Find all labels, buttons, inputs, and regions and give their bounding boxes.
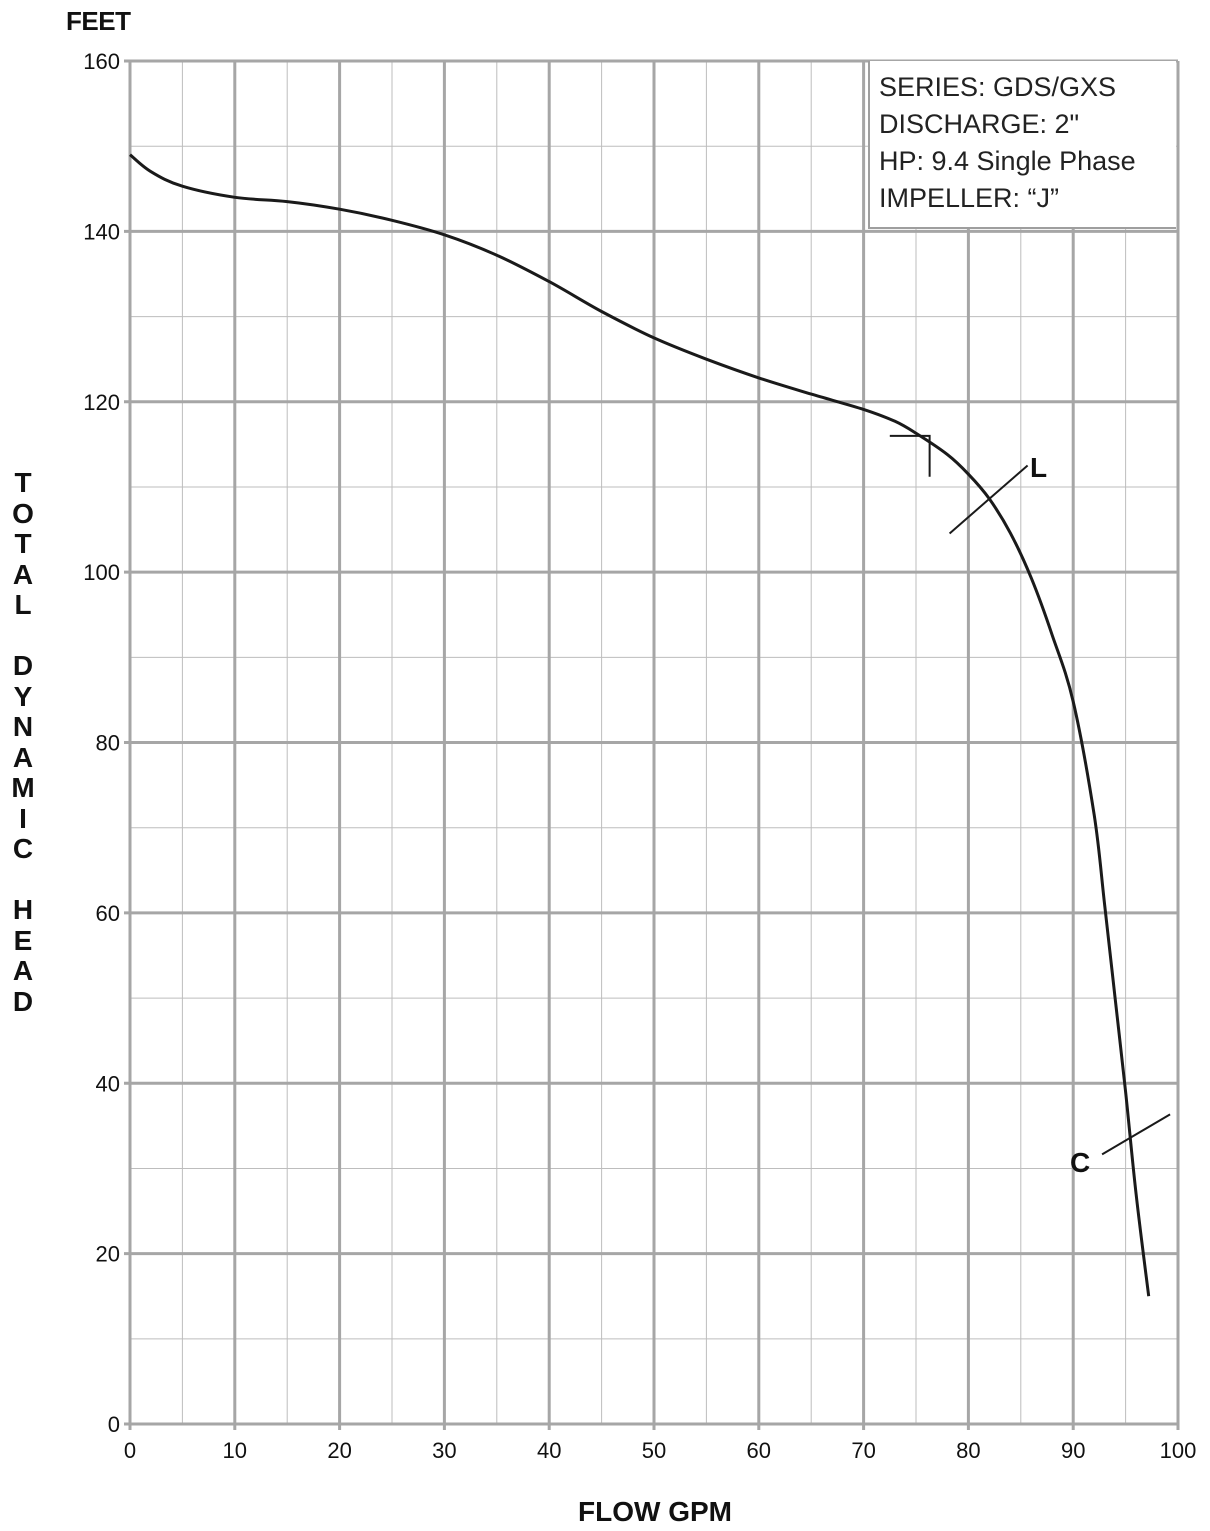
range-start-bracket: [889, 434, 931, 477]
major-grid: [124, 59, 1180, 1430]
curve-label-c: C: [1070, 1147, 1091, 1178]
x-tick-label: 50: [642, 1438, 666, 1463]
curve-markers: [889, 434, 1171, 1156]
marker-line-c: [1101, 1113, 1171, 1156]
x-tick-label: 60: [747, 1438, 771, 1463]
x-tick-label: 0: [124, 1438, 136, 1463]
y-tick-label: 40: [96, 1071, 120, 1096]
performance-curve: [129, 153, 1151, 1297]
info-hp: HP: 9.4 Single Phase: [879, 146, 1136, 176]
y-tick-label: 100: [83, 560, 120, 585]
y-tick-label: 140: [83, 219, 120, 244]
y-tick-label: 20: [96, 1242, 120, 1267]
curve-label-l: L: [1030, 452, 1048, 483]
x-tick-label: 10: [223, 1438, 247, 1463]
x-tick-label: 40: [537, 1438, 561, 1463]
x-tick-label: 70: [851, 1438, 875, 1463]
y-tick-labels: 0 20 40 60 80 100 120 140 160: [83, 49, 120, 1437]
y-axis-title: T O T A L D Y N A M I C H E A D: [11, 467, 35, 1017]
info-impeller: IMPELLER: “J”: [879, 183, 1060, 213]
y-tick-label: 160: [83, 49, 120, 74]
pump-info-box: SERIES: GDS/GXS DISCHARGE: 2" HP: 9.4 Si…: [868, 61, 1176, 229]
x-tick-labels: 0 10 20 30 40 50 60 70 80 90 100: [124, 1438, 1196, 1463]
y-tick-label: 120: [83, 390, 120, 415]
y-tick-label: 60: [96, 901, 120, 926]
x-tick-label: 90: [1061, 1438, 1085, 1463]
info-series: SERIES: GDS/GXS: [879, 72, 1117, 102]
x-tick-label: 80: [956, 1438, 980, 1463]
y-unit-label: FEET: [66, 6, 131, 36]
x-axis-title: FLOW GPM: [578, 1496, 732, 1527]
info-discharge: DISCHARGE: 2": [879, 109, 1080, 139]
x-tick-label: 30: [432, 1438, 456, 1463]
x-tick-label: 20: [327, 1438, 351, 1463]
y-tick-label: 80: [96, 731, 120, 756]
y-tick-label: 0: [108, 1412, 120, 1437]
x-tick-label: 100: [1160, 1438, 1197, 1463]
